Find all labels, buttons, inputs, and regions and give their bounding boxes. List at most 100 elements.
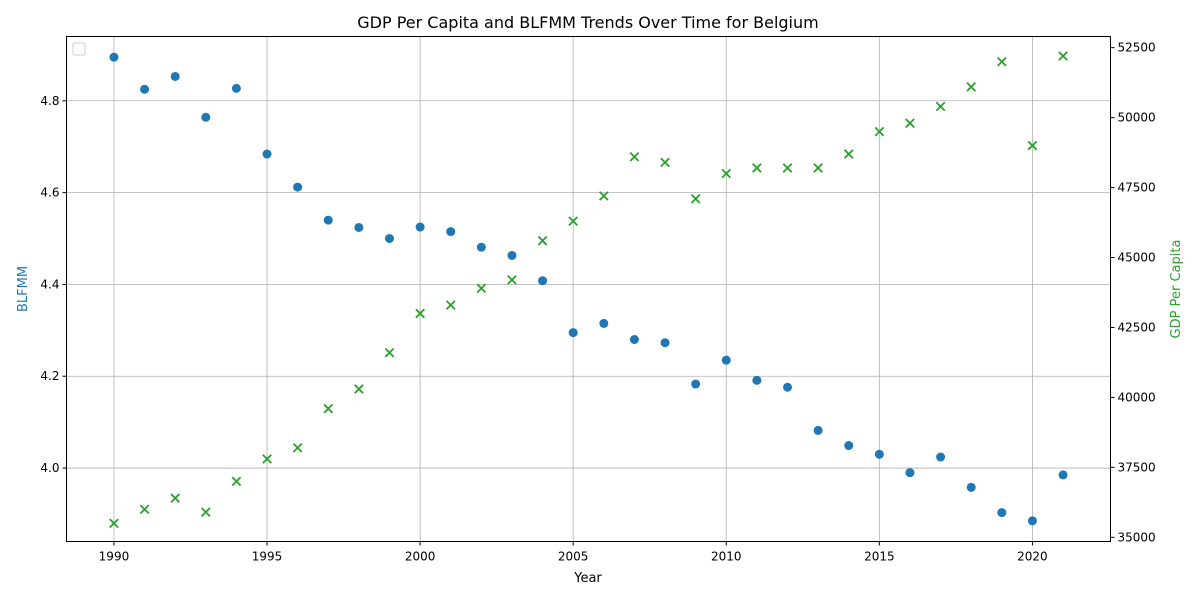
- blfmm-point: [997, 508, 1007, 518]
- blfmm-point: [874, 449, 884, 459]
- gdp-point: [170, 493, 181, 503]
- blfmm-point: [813, 425, 823, 435]
- gdp-point-stroke: [537, 235, 548, 246]
- y-right-tick-label: 47500: [1118, 181, 1156, 195]
- gdp-point-stroke: [660, 157, 670, 168]
- legend-box[interactable]: [72, 42, 86, 56]
- gdp-point: [507, 275, 517, 285]
- gdp-point: [996, 56, 1007, 67]
- gdp-point-stroke: [966, 82, 977, 92]
- gdp-point-stroke: [415, 308, 425, 319]
- y-right-tick-label: 40000: [1118, 390, 1156, 404]
- chart-title: GDP Per Capita and BLFMM Trends Over Tim…: [357, 13, 818, 32]
- blfmm-point: [476, 242, 486, 252]
- gdp-point: [813, 163, 823, 173]
- y-right-tick-label: 50000: [1118, 111, 1156, 125]
- gdp-point: [752, 163, 762, 173]
- blfmm-point: [231, 83, 241, 93]
- y-right-tick-label: 42500: [1118, 320, 1156, 334]
- gdp-point-stroke: [935, 101, 946, 112]
- gdp-point-stroke: [721, 168, 732, 179]
- gdp-point: [935, 101, 946, 112]
- gdp-point: [292, 442, 303, 453]
- blfmm-point: [384, 234, 394, 243]
- y-left-tick-label: 4.4: [40, 277, 59, 291]
- gdp-point: [1027, 140, 1038, 151]
- blfmm-point: [629, 335, 639, 344]
- blfmm-point: [507, 250, 517, 260]
- x-tick-label: 2020: [1017, 550, 1048, 564]
- blfmm-point: [109, 52, 119, 62]
- gdp-point-stroke: [200, 507, 211, 517]
- blfmm-point: [170, 71, 180, 81]
- blfmm-point: [660, 338, 670, 348]
- gdp-point-stroke: [1058, 51, 1068, 61]
- gdp-point-stroke: [109, 518, 119, 529]
- gdp-point: [445, 300, 456, 310]
- gdp-point: [782, 163, 793, 173]
- y-axis-left-label: BLFMM: [16, 266, 31, 312]
- gdp-point-stroke: [384, 347, 395, 358]
- gdp-point: [354, 384, 364, 394]
- blfmm-point: [323, 215, 333, 225]
- gdp-point: [905, 118, 915, 129]
- gdp-point: [200, 507, 211, 517]
- y-axis-right-label: GDP Per Capita: [1169, 240, 1184, 339]
- blfmm-point: [262, 149, 272, 159]
- gdp-point: [874, 126, 885, 137]
- gdp-point-stroke: [354, 384, 364, 394]
- gdp-point-stroke: [690, 193, 701, 204]
- gdp-point-stroke: [874, 126, 885, 137]
- blfmm-point: [599, 318, 609, 328]
- blfmm-point: [415, 222, 425, 232]
- gdp-point-stroke: [262, 454, 272, 464]
- gdp-point: [384, 347, 395, 358]
- blfmm-point: [721, 355, 731, 365]
- blfmm-point: [201, 112, 211, 122]
- blfmm-point: [446, 227, 456, 237]
- gdp-point: [690, 193, 701, 204]
- gdp-point: [966, 82, 977, 92]
- y-left-tick-label: 4.6: [40, 186, 59, 200]
- blfmm-point: [293, 182, 303, 192]
- gdp-point-stroke: [1027, 140, 1038, 151]
- blfmm-point: [538, 276, 548, 286]
- y-right-tick-label: 37500: [1118, 460, 1156, 474]
- y-right-tick-label: 35000: [1118, 530, 1156, 544]
- plot-frame: [66, 36, 1111, 542]
- gdp-point-stroke: [170, 493, 181, 503]
- gdp-point: [109, 518, 119, 529]
- gdp-point: [1058, 51, 1068, 61]
- gdp-point-stroke: [752, 163, 762, 173]
- y-left-tick-label: 4.2: [40, 369, 59, 383]
- gdp-point-stroke: [445, 300, 456, 310]
- y-right-tick-label: 45000: [1118, 251, 1156, 265]
- gdp-point: [231, 476, 242, 487]
- y-left-tick-label: 4.8: [40, 94, 59, 108]
- gdp-point: [568, 216, 579, 226]
- gdp-point-stroke: [905, 118, 915, 129]
- blfmm-point: [783, 382, 793, 392]
- blfmm-point: [140, 84, 150, 94]
- gdp-point-stroke: [568, 216, 579, 226]
- gdp-point: [660, 157, 670, 168]
- gdp-point: [598, 191, 609, 201]
- gdp-point-stroke: [598, 191, 609, 201]
- gdp-point: [262, 454, 272, 464]
- gdp-point-stroke: [231, 476, 242, 487]
- x-tick-label: 2005: [558, 550, 589, 564]
- gdp-point-stroke: [323, 403, 334, 414]
- x-tick-label: 1990: [99, 550, 130, 564]
- x-tick-label: 2015: [864, 550, 895, 564]
- blfmm-point: [752, 375, 762, 385]
- gdp-point: [476, 283, 487, 294]
- gdp-point: [721, 168, 732, 179]
- gdp-point-stroke: [843, 149, 854, 159]
- blfmm-point: [354, 222, 364, 232]
- gdp-point: [415, 308, 425, 319]
- axes-layer: 1990 1995 2000 2005 2010 2015 2020 4.0 4.2 4.4 4.6…: [40, 41, 1155, 564]
- gdp-point-stroke: [996, 56, 1007, 67]
- grid-layer: [66, 36, 1111, 542]
